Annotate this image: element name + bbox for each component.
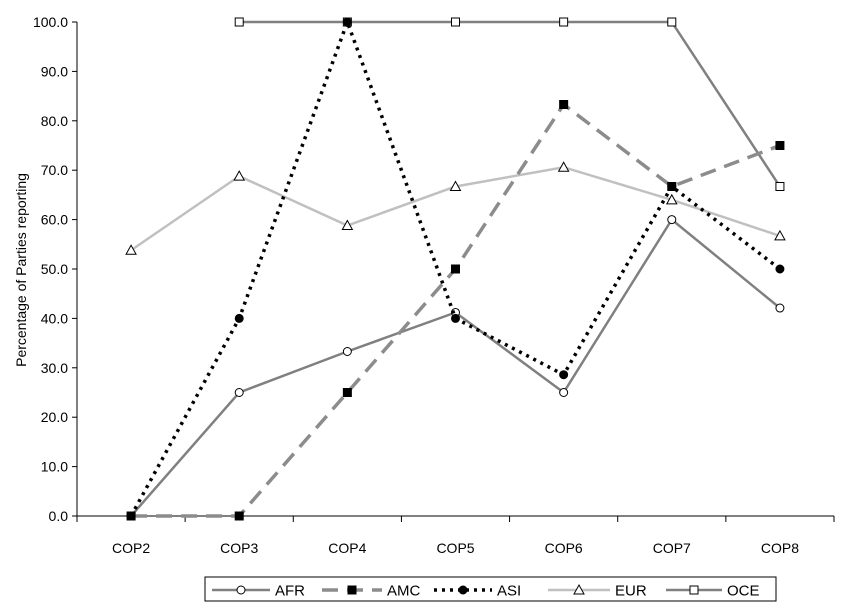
legend-marker-oce [689,585,699,595]
y-tick-label: 60.0 [41,212,68,228]
legend-label-afr: AFR [275,583,305,600]
series-line-oce [239,20,781,188]
data-point-asi [342,17,352,27]
data-point-eur [341,219,354,231]
data-point-asi [559,370,569,380]
y-tick-label: 80.0 [41,113,68,129]
data-point-eur [665,193,678,205]
series-line-afr [130,217,781,517]
axes: 0.0 10.0 20.0 30.0 40.0 50.0 60.0 70.0 80.0 90.0 1… [33,14,835,556]
legend: AFR AMC ASI EUR OCE [204,576,777,602]
data-point-asi [667,182,677,192]
legend-item-amc: AMC [322,583,421,600]
series-eur [125,161,786,255]
y-tick-label: 30.0 [41,360,68,376]
legend-label-asi: ASI [497,583,521,600]
legend-marker-asi [458,585,468,595]
data-point-eur [449,180,462,192]
data-point-oce [234,17,244,27]
series-line-eur [130,165,781,252]
data-point-oce [451,17,460,27]
data-point-amc [451,264,460,274]
legend-item-oce: OCE [666,583,760,600]
data-point-asi [234,313,244,323]
y-tick-label: 90.0 [41,63,68,79]
data-point-eur [233,170,246,181]
y-axis-title: Percentage of Parties reporting [13,173,29,367]
data-point-afr [559,388,569,397]
legend-marker-amc [347,585,357,595]
data-point-eur [557,161,570,172]
series-layer [125,16,786,521]
data-point-oce [667,17,677,27]
x-tick-label: COP5 [436,540,474,556]
legend-label-amc: AMC [387,583,421,600]
data-point-afr [342,346,352,356]
data-point-amc [775,141,785,150]
data-point-amc [342,388,352,397]
series-asi [126,16,785,521]
legend-item-afr: AFR [212,583,305,600]
legend-marker-eur [573,583,585,595]
y-tick-label: 40.0 [41,310,68,326]
data-point-eur [774,229,786,241]
data-point-oce [559,17,569,27]
y-tick-label: 50.0 [41,261,68,277]
series-afr [126,215,785,521]
legend-item-eur: EUR [548,583,647,600]
y-tick-label: 0.0 [49,508,69,524]
y-tick-label: 10.0 [41,459,68,475]
legend-label-oce: OCE [727,583,760,600]
data-point-asi [775,264,785,274]
data-point-amc [234,511,244,521]
data-point-afr [234,388,244,397]
data-point-asi [126,511,136,521]
data-point-afr [775,303,785,313]
x-tick-label: COP3 [220,540,258,556]
series-oce [234,17,785,192]
data-point-afr [667,215,677,225]
x-tick-label: COP7 [653,540,691,556]
data-point-asi [451,313,460,323]
legend-marker-afr [236,585,246,595]
data-point-oce [775,182,785,192]
y-tick-label: 70.0 [41,162,68,178]
y-tick-label: 20.0 [41,409,68,425]
data-point-amc [559,99,569,109]
legend-label-eur: EUR [615,583,647,600]
x-tick-label: COP4 [328,540,366,556]
x-tick-label: COP8 [761,540,799,556]
x-tick-label: COP6 [545,540,583,556]
x-tick-label: COP2 [112,540,150,556]
legend-item-asi: ASI [434,583,521,600]
y-tick-label: 100.0 [33,14,68,30]
data-point-eur [125,244,137,255]
